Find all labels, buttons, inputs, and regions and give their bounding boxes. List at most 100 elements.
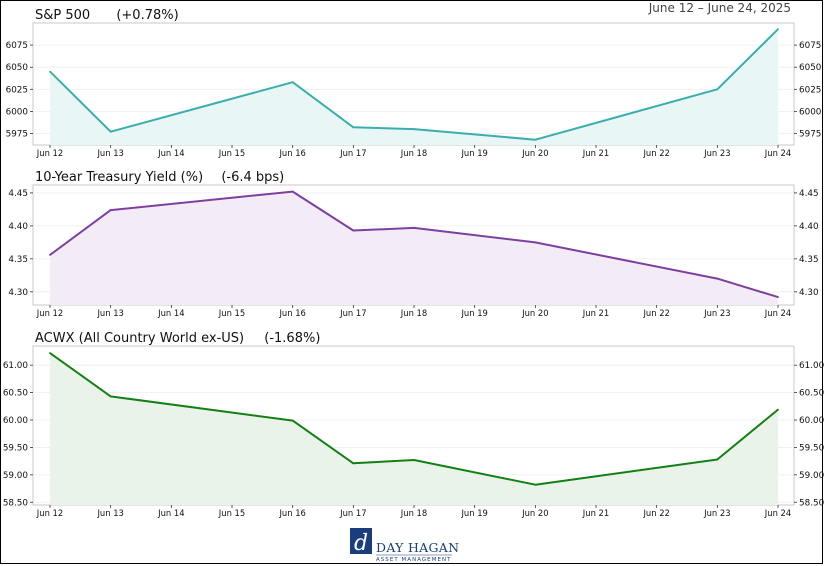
series-area <box>50 29 778 146</box>
data-point <box>109 130 112 133</box>
series-line <box>49 352 779 486</box>
x-tick-label: Jun 21 <box>582 508 609 518</box>
y-tick-label-right: 6050 <box>799 63 822 73</box>
data-point <box>534 241 537 244</box>
series-name: 10-Year Treasury Yield (%) <box>35 170 203 185</box>
panel-title: ACWX (All Country World ex-US) (-1.68%) <box>35 331 320 346</box>
x-tick-label: Jun 21 <box>582 148 609 158</box>
x-tick-label: Jun 22 <box>642 508 669 518</box>
y-tick-label: 4.40 <box>8 222 28 232</box>
y-tick-label: 60.00 <box>3 416 29 426</box>
series-line <box>49 28 779 141</box>
x-tick-label: Jun 19 <box>460 508 487 518</box>
y-tick-label-right: 59.50 <box>799 443 825 453</box>
y-tick-label-right: 6000 <box>799 107 822 117</box>
panel-sp500: S&P 500 (+0.78%) 5975 5975 6000 6000 6025 602… <box>6 8 822 158</box>
x-tick-label: Jun 24 <box>764 308 791 318</box>
panel-title: 10-Year Treasury Yield (%) (-6.4 bps) <box>35 170 284 185</box>
x-tick-label: Jun 15 <box>218 508 245 518</box>
y-tick-label: 6000 <box>6 107 29 117</box>
y-tick-label-right: 4.40 <box>799 222 819 232</box>
series-name: ACWX (All Country World ex-US) <box>35 331 244 346</box>
y-tick-label: 4.30 <box>8 288 28 298</box>
data-point <box>777 408 779 411</box>
data-point <box>49 352 51 355</box>
x-tick-label: Jun 20 <box>521 508 548 518</box>
x-tick-label: Jun 24 <box>764 148 791 158</box>
y-tick-label: 4.45 <box>8 189 28 199</box>
x-tick-label: Jun 24 <box>764 508 791 518</box>
y-tick-label-right: 6075 <box>799 41 821 51</box>
brand-name: DAY HAGAN <box>376 540 459 555</box>
data-point <box>716 277 719 280</box>
y-tick-label: 6050 <box>6 63 29 73</box>
y-tick-label-right: 59.00 <box>799 471 825 481</box>
x-tick-label: Jun 18 <box>400 508 427 518</box>
y-tick-label: 6075 <box>6 41 28 51</box>
data-point <box>777 28 779 31</box>
data-point <box>716 88 719 91</box>
x-tick-label: Jun 20 <box>521 308 548 318</box>
y-tick-label-right: 61.00 <box>799 361 825 371</box>
y-tick-label: 58.50 <box>3 498 29 508</box>
x-tick-label: Jun 22 <box>642 308 669 318</box>
data-point <box>109 209 112 211</box>
x-tick-label: Jun 12 <box>36 308 63 318</box>
x-tick-label: Jun 20 <box>521 148 548 158</box>
y-tick-label-right: 4.30 <box>799 288 819 298</box>
day-hagan-logo: d DAY HAGAN ASSET MANAGEMENT <box>350 528 459 563</box>
x-tick-label: Jun 19 <box>460 148 487 158</box>
data-point <box>291 419 294 422</box>
series-name: S&P 500 <box>35 8 90 23</box>
x-tick-label: Jun 16 <box>278 148 305 158</box>
y-tick-label: 60.50 <box>3 389 29 399</box>
data-point <box>534 138 537 141</box>
series-area <box>50 353 778 505</box>
series-line <box>49 190 779 299</box>
y-tick-label-right: 6025 <box>799 85 821 95</box>
data-point <box>352 126 355 129</box>
data-point <box>413 459 415 461</box>
y-tick-label-right: 4.45 <box>799 189 819 199</box>
series-change: (-6.4 bps) <box>221 170 284 185</box>
x-tick-label: Jun 12 <box>36 148 63 158</box>
plot-body: 5975 5975 6000 6000 6025 6025 6050 6050 6075 6075… <box>6 28 822 158</box>
y-tick-label: 5975 <box>6 130 28 140</box>
series-change: (+0.78%) <box>116 8 178 23</box>
y-tick-label-right: 60.50 <box>799 389 825 399</box>
logo-mark <box>350 528 372 554</box>
panel-title: S&P 500 (+0.78%) <box>35 8 179 23</box>
panel-treasury-yield: 10-Year Treasury Yield (%) (-6.4 bps) 4.… <box>8 170 819 318</box>
logo-monogram: d <box>354 531 368 556</box>
series-change: (-1.68%) <box>264 331 320 346</box>
x-tick-label: Jun 19 <box>460 308 487 318</box>
x-tick-label: Jun 14 <box>157 508 184 518</box>
y-tick-label-right: 58.50 <box>799 498 825 508</box>
data-point <box>49 253 51 256</box>
y-tick-label: 59.50 <box>3 443 29 453</box>
y-tick-label: 4.35 <box>8 255 28 265</box>
data-point <box>413 226 415 229</box>
data-point <box>352 229 355 232</box>
y-tick-label-right: 4.35 <box>799 255 819 265</box>
plot-body: 58.50 58.50 59.00 59.00 59.50 59.50 60.00 60.00… <box>3 352 825 518</box>
data-point <box>413 128 415 130</box>
x-tick-label: Jun 17 <box>339 308 366 318</box>
date-range: June 12 – June 24, 2025 <box>648 1 791 15</box>
data-point <box>49 70 51 73</box>
x-tick-label: Jun 23 <box>703 148 730 158</box>
x-tick-label: Jun 17 <box>339 148 366 158</box>
x-tick-label: Jun 22 <box>642 148 669 158</box>
x-tick-label: Jun 13 <box>96 508 123 518</box>
x-tick-label: Jun 13 <box>96 148 123 158</box>
x-tick-label: Jun 16 <box>278 508 305 518</box>
data-point <box>716 458 719 461</box>
x-tick-label: Jun 18 <box>400 148 427 158</box>
brand-subtitle: ASSET MANAGEMENT <box>376 557 451 563</box>
y-tick-label-right: 60.00 <box>799 416 825 426</box>
x-tick-label: Jun 15 <box>218 308 245 318</box>
data-point <box>352 462 355 465</box>
plot-body: 4.30 4.30 4.35 4.35 4.40 4.40 4.45 4.45 Jun 12 Ju… <box>8 189 819 318</box>
